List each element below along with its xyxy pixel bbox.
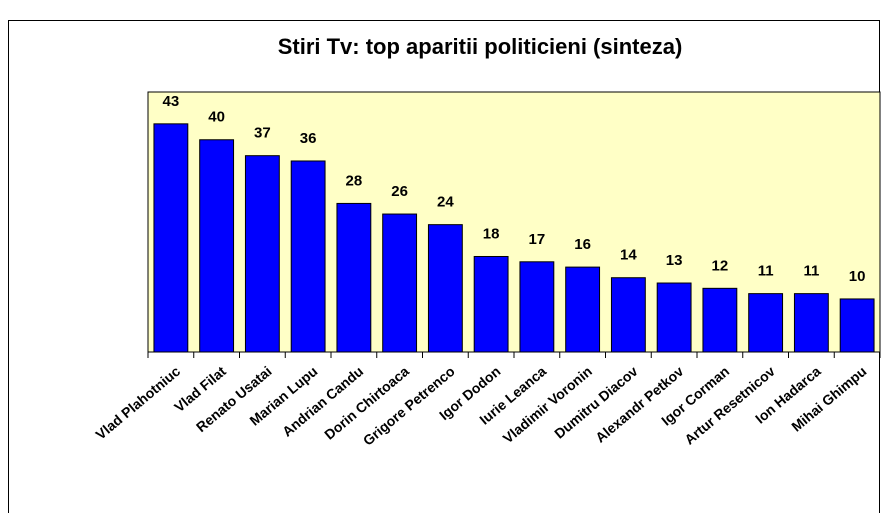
value-label: 16: [574, 236, 591, 253]
value-label: 26: [391, 183, 408, 200]
bar: [153, 123, 189, 353]
bar: [565, 266, 601, 353]
value-label: 12: [712, 257, 729, 274]
value-label: 14: [620, 247, 637, 264]
value-label: 40: [208, 109, 225, 126]
bar: [702, 287, 738, 353]
bar: [748, 293, 784, 353]
value-label: 37: [254, 125, 271, 142]
value-label: 36: [300, 130, 317, 147]
bar: [382, 213, 418, 353]
bar: [427, 224, 463, 353]
value-label: 28: [346, 172, 363, 189]
value-label: 17: [529, 231, 546, 248]
bar: [793, 293, 829, 353]
bar: [473, 255, 509, 353]
value-label: 13: [666, 252, 683, 269]
bar: [244, 155, 280, 353]
bar: [839, 298, 875, 353]
value-label: 11: [758, 263, 774, 280]
bar: [290, 160, 326, 353]
value-label: 18: [483, 225, 500, 242]
value-label: 43: [163, 93, 180, 110]
value-label: 10: [849, 268, 866, 285]
chart-title: Stiri Tv: top aparitii politicieni (sint…: [278, 34, 683, 59]
value-label: 11: [803, 263, 819, 280]
bar: [336, 202, 372, 353]
bar: [519, 261, 555, 353]
bar: [656, 282, 692, 353]
value-label: 24: [437, 194, 454, 211]
bar: [199, 139, 235, 353]
bar: [610, 277, 646, 353]
